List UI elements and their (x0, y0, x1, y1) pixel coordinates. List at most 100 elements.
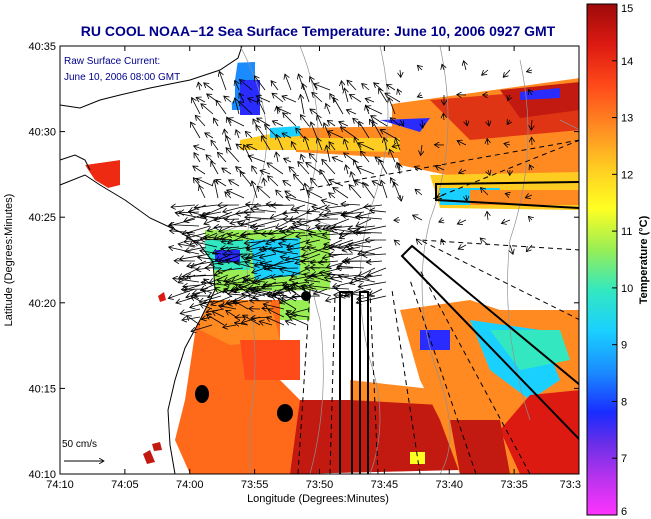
current-vector (457, 220, 467, 224)
current-vector (242, 233, 273, 234)
current-vector (321, 200, 339, 206)
current-vector (339, 122, 349, 126)
current-vector (211, 295, 233, 305)
current-vector (211, 161, 219, 175)
current-vector (180, 308, 201, 314)
current-vector (278, 292, 297, 302)
current-vector (204, 301, 225, 303)
current-vector (283, 181, 292, 187)
current-vector (364, 275, 383, 278)
current-vector (202, 290, 213, 294)
current-vector (171, 205, 196, 207)
current-vector (358, 143, 375, 151)
current-vector (245, 131, 253, 139)
current-vector (248, 98, 258, 102)
current-vector (346, 165, 348, 175)
current-vector (219, 71, 227, 91)
current-vector (217, 267, 244, 271)
current-vector (359, 267, 376, 276)
current-vector (306, 163, 323, 175)
current-vector (203, 216, 229, 219)
x-tick-label: 73:55 (241, 479, 269, 491)
y-tick-label: 40:10 (28, 469, 56, 481)
current-vector (314, 84, 331, 91)
current-vector (311, 178, 318, 187)
land-artifact (152, 442, 162, 451)
current-vector (413, 215, 423, 221)
current-vector (214, 180, 219, 199)
current-vector (212, 311, 225, 318)
current-vector (225, 219, 240, 220)
current-vector (259, 321, 273, 325)
current-vector (283, 113, 297, 127)
current-vector (226, 282, 237, 285)
current-vector (281, 239, 299, 240)
current-vector (221, 240, 244, 242)
current-vector (236, 144, 245, 151)
current-vector (198, 82, 200, 91)
current-vector (175, 213, 207, 220)
current-vector (261, 233, 284, 234)
current-vector (392, 145, 401, 147)
current-vector (379, 159, 388, 175)
current-vector (350, 94, 362, 103)
current-vector (268, 309, 285, 318)
current-vector (337, 266, 365, 268)
current-vector (257, 186, 271, 199)
current-vector (186, 275, 218, 277)
current-vector (510, 244, 513, 254)
current-vector (271, 205, 295, 206)
coastline-north (59, 45, 243, 109)
current-vector (346, 110, 357, 114)
current-vector (253, 218, 284, 227)
colorbar-label: Temperature (°C) (638, 215, 650, 304)
current-vector (508, 95, 510, 101)
current-vector (307, 247, 332, 255)
current-vector (229, 180, 240, 187)
current-vector (414, 166, 423, 170)
current-vector (396, 138, 401, 151)
current-vector (312, 92, 323, 103)
current-vector (191, 324, 213, 331)
current-vector (505, 194, 510, 196)
current-vector (278, 298, 297, 310)
colorbar-tick-label: 12 (621, 169, 633, 181)
current-vector (298, 162, 310, 175)
x-tick-label: 74:00 (176, 479, 204, 491)
current-vector (400, 69, 401, 77)
current-vector (181, 289, 207, 290)
current-vector (373, 121, 383, 139)
current-vector (243, 277, 261, 286)
current-vector (387, 85, 396, 91)
colorbar-tick-label: 8 (621, 396, 627, 408)
current-vector (528, 216, 532, 220)
current-vector (295, 253, 321, 264)
land-new-jersey (60, 46, 240, 474)
current-vector (285, 191, 297, 199)
current-vector (487, 211, 488, 221)
current-vector (349, 185, 362, 199)
current-vector (326, 104, 330, 115)
current-vector (224, 96, 232, 103)
current-vector (196, 97, 206, 102)
current-vector (399, 163, 400, 171)
current-vector (347, 80, 357, 91)
current-vector (194, 153, 201, 163)
current-vector (276, 218, 295, 228)
current-vector (226, 310, 237, 318)
station-marker (277, 404, 293, 422)
current-vector (186, 292, 201, 297)
current-vector (325, 277, 343, 283)
current-vector (335, 288, 350, 289)
current-vector (356, 295, 387, 303)
current-vector (219, 306, 237, 309)
land-artifact (143, 450, 155, 464)
colorbar-gradient (586, 3, 618, 516)
coastline-harbor (59, 154, 91, 171)
current-vector (200, 304, 213, 310)
current-vector (371, 116, 388, 127)
current-vector (312, 207, 332, 213)
current-vector (356, 218, 372, 226)
current-vector (169, 247, 200, 255)
current-vector (263, 304, 285, 310)
